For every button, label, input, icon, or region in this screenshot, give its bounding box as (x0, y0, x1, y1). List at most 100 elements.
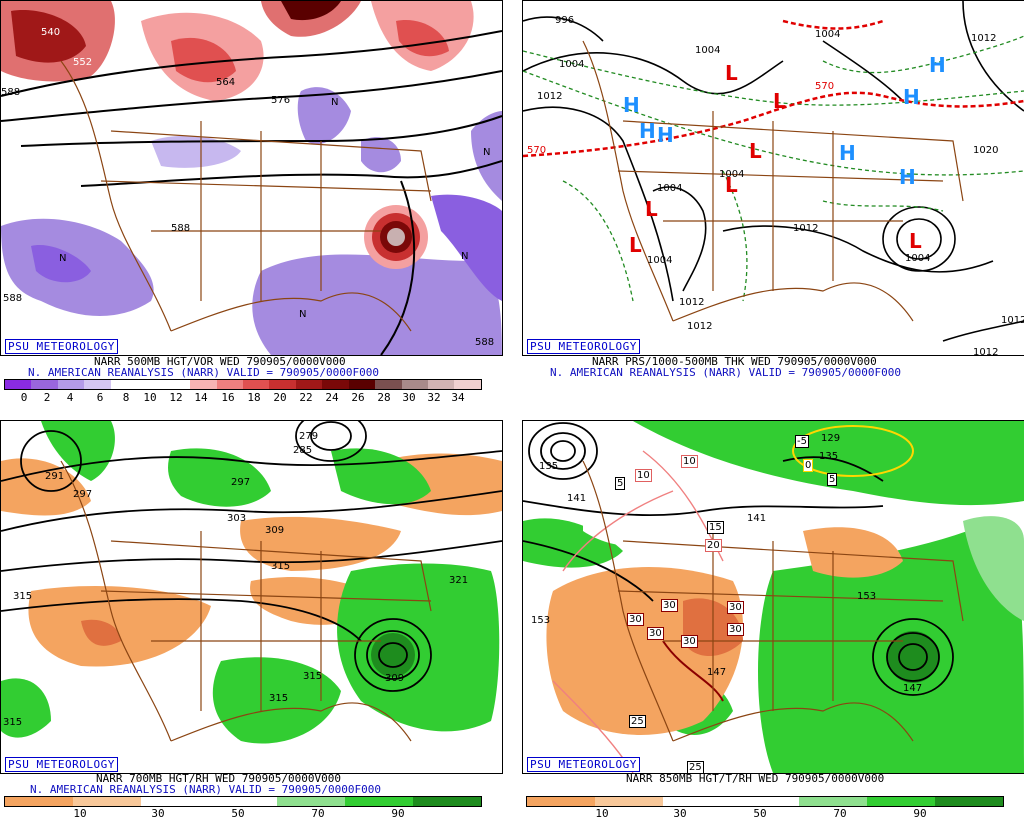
temperature-label: 5 (615, 477, 626, 490)
isobar-label: 1004 (815, 29, 841, 40)
high-pressure-marker: H (899, 165, 916, 189)
high-pressure-marker: H (929, 53, 946, 77)
colorbar-tick: 32 (427, 391, 441, 404)
rh-colorbar (526, 796, 1004, 807)
panel-sfc-pressure-thickness: 996 1004 1004 1012 1012 1012 1004 1012 1… (522, 0, 1024, 356)
contour-label: 588 (171, 223, 191, 234)
colorbar-tick: 70 (833, 807, 847, 820)
psu-meteorology-badge: PSU METEOROLOGY (527, 757, 640, 772)
colorbar-swatch (269, 380, 296, 389)
rh-colorbar-labels: 10 30 50 70 90 (526, 807, 1002, 820)
colorbar-swatch (428, 380, 455, 389)
colorbar-swatch (322, 380, 349, 389)
colorbar-tick: 4 (66, 391, 74, 404)
rh-colorbar (4, 796, 482, 807)
colorbar-tick: 50 (231, 807, 245, 820)
temperature-label: 25 (629, 715, 646, 728)
low-pressure-marker: L (749, 139, 762, 163)
contour-label: 297 (73, 489, 93, 500)
vort-min-label: N (299, 309, 307, 320)
colorbar-tick: 18 (247, 391, 261, 404)
high-pressure-marker: H (839, 141, 856, 165)
colorbar-swatch (935, 797, 1003, 806)
colorbar-swatch (163, 380, 191, 389)
panel-850mb-hgt-t-rh: 135 141 153 153 141 147 147 135 129 10 1… (522, 420, 1024, 774)
colorbar-swatch (375, 380, 402, 389)
temperature-label: 30 (627, 613, 644, 626)
contour-label: 315 (271, 561, 291, 572)
map-850mb (523, 421, 1024, 773)
panel-500mb-hgt-vor: 540 552 564 576 588 588 588 588 N N N N … (0, 0, 503, 356)
colorbar-swatch (799, 797, 867, 806)
colorbar-tick: 70 (311, 807, 325, 820)
psu-meteorology-badge: PSU METEOROLOGY (5, 339, 118, 354)
rh-colorbar-labels: 10 30 50 70 90 (4, 807, 480, 820)
panel-700mb-hgt-rh: 291 297 297 303 309 315 315 321 315 315 … (0, 420, 503, 774)
panel-title: NARR PRS/1000-500MB THK WED 790905/0000V… (592, 355, 877, 368)
vorticity-colorbar-labels: 0 2 4 6 8 10 12 14 16 18 20 22 24 26 28 … (4, 391, 480, 404)
panel-title: NARR 500MB HGT/VOR WED 790905/0000V000 (94, 355, 346, 368)
map-500mb (1, 1, 502, 355)
panel-valid-time: N. AMERICAN REANALYSIS (NARR) VALID = 79… (28, 366, 379, 379)
colorbar-tick: 50 (753, 807, 767, 820)
colorbar-swatch (73, 797, 141, 806)
low-pressure-marker: L (725, 61, 738, 85)
temperature-label: 30 (727, 601, 744, 614)
low-pressure-marker: L (629, 233, 642, 257)
isobar-label: 1012 (793, 223, 819, 234)
contour-label: 153 (531, 615, 551, 626)
temperature-label: 30 (647, 627, 664, 640)
temperature-label: 0 (803, 459, 814, 472)
vort-min-label: N (461, 251, 469, 262)
colorbar-tick: 10 (595, 807, 609, 820)
contour-label: 153 (857, 591, 877, 602)
colorbar-tick: 90 (391, 807, 405, 820)
contour-label: 315 (303, 671, 323, 682)
low-pressure-marker: L (773, 89, 786, 113)
contour-label: 135 (819, 451, 839, 462)
temperature-label: 20 (705, 539, 722, 552)
vorticity-colorbar (4, 379, 482, 390)
colorbar-swatch (5, 797, 73, 806)
colorbar-tick: 16 (221, 391, 235, 404)
colorbar-swatch (595, 797, 663, 806)
colorbar-tick: 12 (169, 391, 183, 404)
temperature-label: 30 (727, 623, 744, 636)
colorbar-tick: 10 (73, 807, 87, 820)
colorbar-swatch (84, 380, 111, 389)
contour-label: 576 (271, 95, 291, 106)
thickness-label: 570 (527, 145, 547, 156)
high-pressure-marker: H (639, 119, 656, 143)
contour-label: 315 (3, 717, 23, 728)
colorbar-swatch (57, 380, 85, 389)
contour-label: 285 (293, 445, 313, 456)
isobar-label: 1004 (559, 59, 585, 70)
colorbar-tick: 30 (151, 807, 165, 820)
colorbar-tick: 22 (299, 391, 313, 404)
isobar-label: 1004 (657, 183, 683, 194)
low-pressure-marker: L (725, 173, 738, 197)
thickness-label: 570 (815, 81, 835, 92)
contour-label: 279 (299, 431, 319, 442)
colorbar-swatch (110, 380, 138, 389)
colorbar-tick: 2 (43, 391, 51, 404)
low-pressure-marker: L (645, 197, 658, 221)
colorbar-tick: 6 (96, 391, 104, 404)
colorbar-swatch (209, 797, 277, 806)
contour-label: 315 (13, 591, 33, 602)
colorbar-tick: 28 (377, 391, 391, 404)
colorbar-swatch (277, 797, 345, 806)
colorbar-swatch (141, 797, 209, 806)
isobar-label: 1012 (687, 321, 713, 332)
isobar-label: 1012 (1001, 315, 1024, 326)
contour-label: 321 (449, 575, 469, 586)
colorbar-tick: 90 (913, 807, 927, 820)
colorbar-swatch (867, 797, 935, 806)
psu-meteorology-badge: PSU METEOROLOGY (527, 339, 640, 354)
colorbar-swatch (401, 380, 428, 389)
low-pressure-marker: L (909, 229, 922, 253)
contour-label: 588 (3, 293, 23, 304)
colorbar-swatch (31, 380, 58, 389)
high-pressure-marker: H (657, 123, 674, 147)
panel-title: NARR 850MB HGT/T/RH WED 790905/0000V000 (626, 772, 885, 785)
